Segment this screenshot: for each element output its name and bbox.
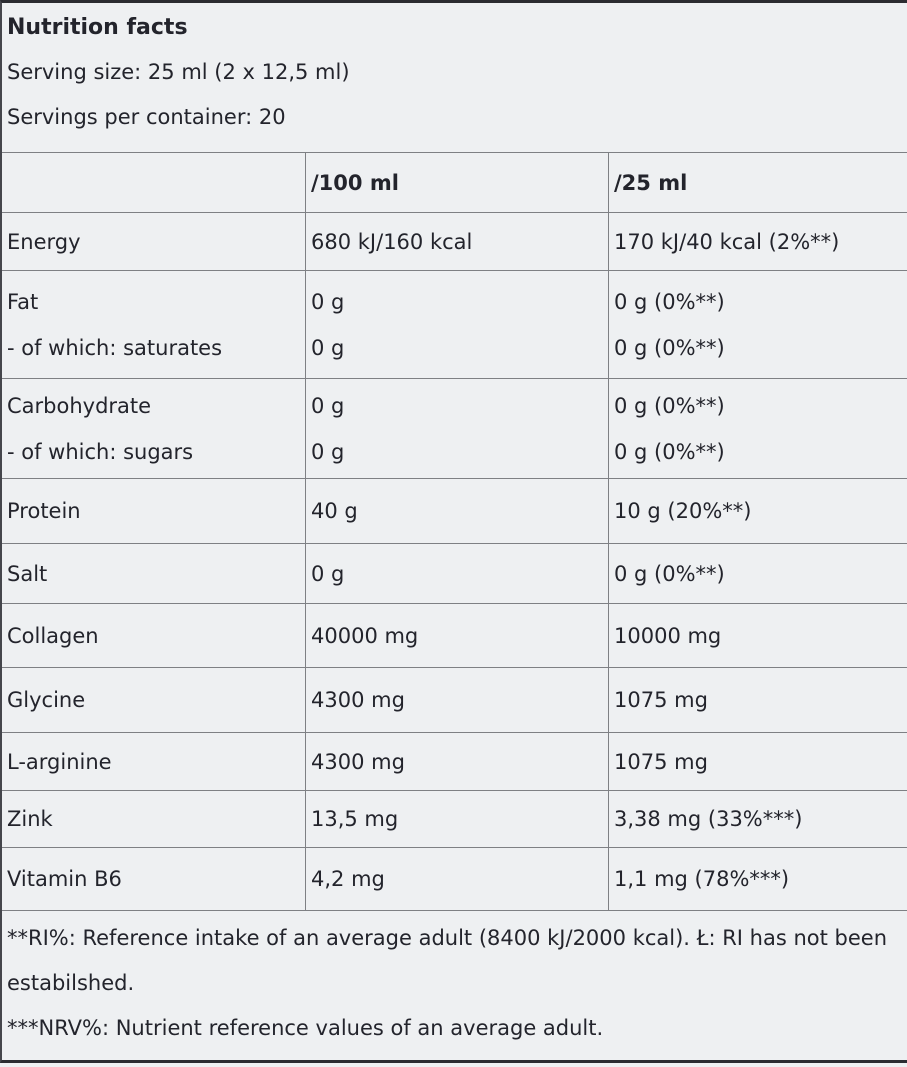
per-25ml-value: 0 g (0%**) xyxy=(614,561,725,586)
per-25ml-cell: 10000 mg xyxy=(608,604,907,667)
nutrient-name: L-arginine xyxy=(7,749,112,774)
per-100ml-value: 0 g xyxy=(311,393,345,418)
nutrient-name-cell: Energy xyxy=(2,213,305,270)
per-25ml-cell: 0 g (0%**) 0 g (0%**) xyxy=(608,271,907,378)
table-row-l-arginine: L-arginine 4300 mg 1075 mg xyxy=(2,732,907,790)
table-row-fat: Fat - of which: saturates 0 g 0 g 0 g (0… xyxy=(2,270,907,378)
nutrition-table: /100 ml /25 ml Energy 680 kJ/160 kcal 17… xyxy=(2,152,907,910)
panel-intro: Nutrition facts Serving size: 25 ml (2 x… xyxy=(2,3,907,152)
nutrient-name: Collagen xyxy=(7,623,99,648)
nutrient-name: Glycine xyxy=(7,688,86,712)
nutrient-name: Protein xyxy=(7,499,81,523)
table-row-glycine: Glycine 4300 mg 1075 mg xyxy=(2,667,907,732)
table-row-vitamin-b6: Vitamin B6 4,2 mg 1,1 mg (78%***) xyxy=(2,847,907,910)
per-100ml-cell: 13,5 mg xyxy=(305,791,608,847)
per-25ml-value: 10000 mg xyxy=(614,623,722,648)
table-row-carbohydrate: Carbohydrate - of which: sugars 0 g 0 g … xyxy=(2,378,907,478)
per-25ml-cell: 0 g (0%**) xyxy=(608,544,907,603)
table-row-energy: Energy 680 kJ/160 kcal 170 kJ/40 kcal (2… xyxy=(2,212,907,270)
per-25ml-cell: 1075 mg xyxy=(608,733,907,790)
footnotes-section: **RI%: Reference intake of an average ad… xyxy=(2,910,907,1060)
nutrient-name-cell: Vitamin B6 xyxy=(2,848,305,910)
per-100ml-subvalue: 0 g xyxy=(311,335,345,360)
per-25ml-value: 10 g (20%**) xyxy=(614,499,752,523)
per-100ml-value: 4,2 mg xyxy=(311,867,385,891)
nutrient-subname: - of which: sugars xyxy=(7,439,194,464)
per-100ml-cell: 40000 mg xyxy=(305,604,608,667)
nutrient-name-cell: L-arginine xyxy=(2,733,305,790)
per-25ml-cell: 0 g (0%**) 0 g (0%**) xyxy=(608,379,907,478)
per-100ml-value: 4300 mg xyxy=(311,688,405,712)
per-100ml-value: 0 g xyxy=(311,561,345,586)
per-100ml-value: 4300 mg xyxy=(311,749,405,774)
footnote-ri: **RI%: Reference intake of an average ad… xyxy=(7,926,888,995)
nutrient-name-cell: Glycine xyxy=(2,668,305,732)
table-row-collagen: Collagen 40000 mg 10000 mg xyxy=(2,603,907,667)
per-25ml-cell: 170 kJ/40 kcal (2%**) xyxy=(608,213,907,270)
per-100ml-cell: 4300 mg xyxy=(305,668,608,732)
per-100ml-value: 40000 mg xyxy=(311,623,419,648)
serving-size-line: Serving size: 25 ml (2 x 12,5 ml) xyxy=(7,60,350,84)
per-25ml-value: 170 kJ/40 kcal (2%**) xyxy=(614,229,840,254)
per-25ml-subvalue: 0 g (0%**) xyxy=(614,439,725,464)
nutrient-name: Zink xyxy=(7,807,53,831)
per-100ml-value: 40 g xyxy=(311,499,358,523)
panel-title: Nutrition facts xyxy=(7,15,188,40)
nutrient-name-cell: Collagen xyxy=(2,604,305,667)
nutrient-name: Salt xyxy=(7,561,48,586)
per-25ml-value: 1,1 mg (78%***) xyxy=(614,867,790,891)
per-25ml-value: 1075 mg xyxy=(614,749,708,774)
table-row-zink: Zink 13,5 mg 3,38 mg (33%***) xyxy=(2,790,907,847)
column-header-empty xyxy=(2,153,305,212)
per-100ml-cell: 0 g 0 g xyxy=(305,379,608,478)
per-100ml-value: 0 g xyxy=(311,289,345,314)
per-25ml-subvalue: 0 g (0%**) xyxy=(614,335,725,360)
per-100ml-cell: 40 g xyxy=(305,479,608,543)
per-100ml-value: 13,5 mg xyxy=(311,807,399,831)
nutrient-name: Energy xyxy=(7,229,81,254)
per-25ml-cell: 1075 mg xyxy=(608,668,907,732)
column-header-per-100ml: /100 ml xyxy=(305,153,608,212)
table-row-protein: Protein 40 g 10 g (20%**) xyxy=(2,478,907,543)
footnote-nrv: ***NRV%: Nutrient reference values of an… xyxy=(7,1016,604,1040)
table-header-row: /100 ml /25 ml xyxy=(2,152,907,212)
nutrient-subname: - of which: saturates xyxy=(7,335,223,360)
per-25ml-cell: 1,1 mg (78%***) xyxy=(608,848,907,910)
per-25ml-value: 1075 mg xyxy=(614,688,708,712)
nutrient-name-cell: Fat - of which: saturates xyxy=(2,271,305,378)
nutrient-name-cell: Zink xyxy=(2,791,305,847)
nutrient-name: Fat xyxy=(7,289,39,314)
per-100ml-subvalue: 0 g xyxy=(311,439,345,464)
nutrient-name-cell: Salt xyxy=(2,544,305,603)
per-25ml-cell: 3,38 mg (33%***) xyxy=(608,791,907,847)
per-100ml-cell: 680 kJ/160 kcal xyxy=(305,213,608,270)
servings-per-container-line: Servings per container: 20 xyxy=(7,105,286,129)
table-row-salt: Salt 0 g 0 g (0%**) xyxy=(2,543,907,603)
per-100ml-cell: 4,2 mg xyxy=(305,848,608,910)
per-100ml-cell: 4300 mg xyxy=(305,733,608,790)
nutrient-name: Carbohydrate xyxy=(7,393,152,418)
per-100ml-cell: 0 g 0 g xyxy=(305,271,608,378)
nutrient-name-cell: Protein xyxy=(2,479,305,543)
nutrient-name-cell: Carbohydrate - of which: sugars xyxy=(2,379,305,478)
per-25ml-value: 0 g (0%**) xyxy=(614,289,725,314)
per-25ml-value: 0 g (0%**) xyxy=(614,393,725,418)
per-100ml-cell: 0 g xyxy=(305,544,608,603)
per-25ml-cell: 10 g (20%**) xyxy=(608,479,907,543)
per-100ml-value: 680 kJ/160 kcal xyxy=(311,229,473,254)
nutrient-name: Vitamin B6 xyxy=(7,867,122,891)
per-25ml-value: 3,38 mg (33%***) xyxy=(614,807,803,831)
column-header-per-25ml: /25 ml xyxy=(608,153,907,212)
